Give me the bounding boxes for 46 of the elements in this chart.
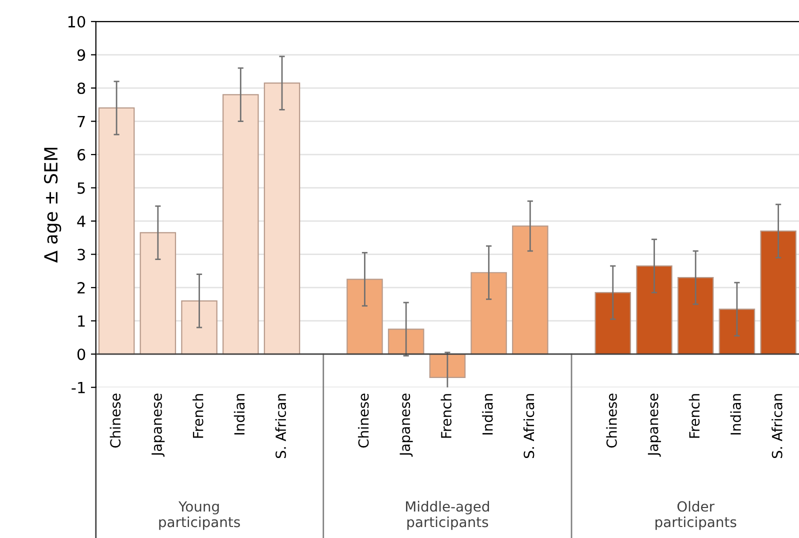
y-tick-label: 0 xyxy=(77,348,86,360)
x-tick-label: French xyxy=(688,394,700,438)
text: Young participants xyxy=(159,501,240,530)
y-tick-label: 6 xyxy=(78,149,86,161)
text: Middle-aged participants xyxy=(406,500,489,530)
y-tick-label: 9 xyxy=(77,49,86,61)
bar xyxy=(470,272,507,355)
x-tick-label: S. African xyxy=(772,394,782,458)
x-tick-label: Indian xyxy=(730,394,741,434)
x-tick-label: Chinese xyxy=(606,394,617,448)
bar xyxy=(346,278,383,355)
y-axis-title: Δ age ± SEM xyxy=(44,148,62,263)
y-tick-label: 8 xyxy=(77,82,86,94)
y-tick-label: 4 xyxy=(77,216,86,227)
x-tick-label: French xyxy=(192,394,204,438)
text: Older participants xyxy=(656,500,736,530)
bar xyxy=(222,94,259,355)
y-tick-label: 2 xyxy=(78,282,85,294)
y-tick-label: -1 xyxy=(72,382,85,394)
bar xyxy=(140,232,176,355)
x-tick-label: S. African xyxy=(523,394,534,458)
x-tick-label: Indian xyxy=(234,394,245,434)
x-tick-label: French xyxy=(440,394,452,438)
y-tick-label: 7 xyxy=(78,116,85,128)
bar xyxy=(388,328,424,355)
x-tick-label: Chinese xyxy=(358,394,369,448)
bar xyxy=(594,292,632,355)
bar xyxy=(181,300,218,355)
y-tick-label: 5 xyxy=(78,182,85,194)
bar xyxy=(98,107,135,355)
bar xyxy=(264,82,300,355)
x-tick-label: Chinese xyxy=(110,394,121,448)
y-tick-label: 10 xyxy=(68,16,86,28)
x-tick-label: S. African xyxy=(275,394,286,458)
bar xyxy=(677,277,714,355)
x-tick-label: Japanese xyxy=(648,394,661,457)
x-tick-label: Indian xyxy=(482,394,493,434)
bar xyxy=(760,230,796,355)
bar xyxy=(512,226,548,355)
x-tick-label: Japanese xyxy=(152,394,165,457)
bar xyxy=(636,265,672,355)
y-tick-label: 3 xyxy=(78,248,85,260)
x-tick-label: Japanese xyxy=(400,394,413,457)
bar xyxy=(429,354,466,378)
bar xyxy=(718,308,756,355)
y-tick-label: 1 xyxy=(78,316,85,327)
